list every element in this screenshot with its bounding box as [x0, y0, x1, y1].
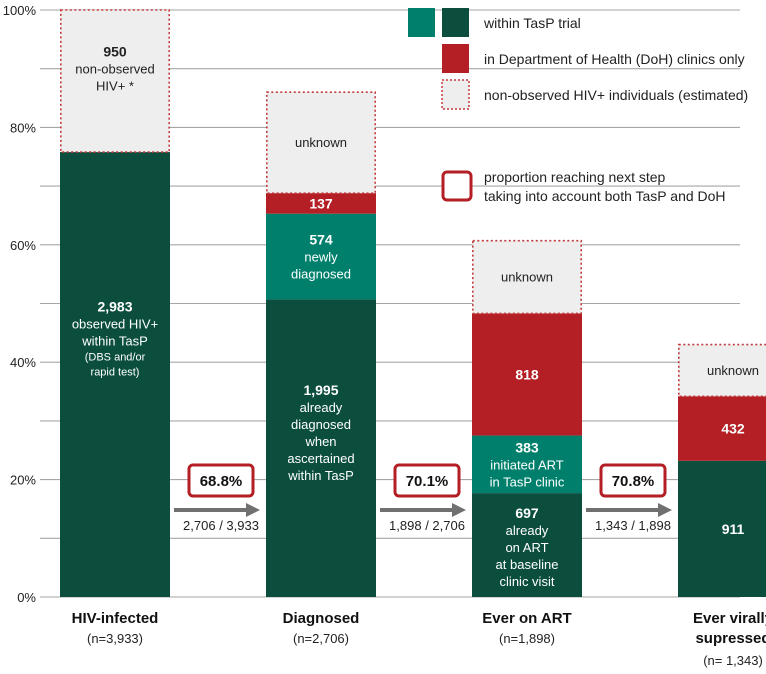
- segment-text-label: at baseline: [496, 557, 559, 572]
- segment-text-label: when: [304, 434, 336, 449]
- bar-segment-red: [472, 313, 582, 436]
- bar-segment-teal: [472, 435, 582, 494]
- bars: 2,983 observed HIV+ within TasP (DBS and/or…: [59, 9, 766, 597]
- segment-text-label: (DBS and/or: [85, 352, 146, 364]
- segment-value-label: 2,983: [97, 299, 132, 315]
- segment-text-label: observed HIV+: [72, 317, 158, 332]
- y-axis-ticks: 0% 20% 40% 60% 80% 100%: [3, 3, 37, 605]
- bar-segment-nonobserved: [59, 9, 171, 153]
- legend-label-doh: in Department of Health (DoH) clinics on…: [484, 51, 745, 67]
- legend-label-nonobserved: non-observed HIV+ individuals (estimated…: [484, 87, 748, 103]
- legend-label-proportion-line2: taking into account both TasP and DoH: [484, 188, 726, 204]
- segment-text-label: diagnosed: [291, 267, 351, 282]
- bar-segment-nonobserved: [471, 239, 582, 315]
- legend-label-tasp: within TasP trial: [483, 15, 581, 31]
- segment-text-label: already: [300, 400, 343, 415]
- category-sublabel: (n=1,898): [499, 631, 555, 646]
- category-sublabel: (n=2,706): [293, 631, 349, 646]
- segment-value-label: 1,995: [303, 382, 338, 398]
- y-tick-label: 40%: [10, 355, 36, 370]
- segment-text-label: unknown: [707, 363, 759, 378]
- bar-segment-teal: [266, 213, 376, 300]
- legend-swatch-proportion: [441, 170, 473, 202]
- transition-arrow-head: [246, 503, 260, 517]
- segment-text-label: already: [506, 523, 549, 538]
- transition-percent-box: [599, 463, 667, 498]
- category-label: Ever virally: [693, 610, 766, 627]
- y-tick-label: 0%: [17, 590, 36, 605]
- bar-segment-nonobserved: [265, 91, 376, 194]
- category-label: Diagnosed: [283, 610, 360, 627]
- segment-value-label: 383: [515, 439, 539, 455]
- y-tick-label: 80%: [10, 120, 36, 135]
- transitions: 68.8% 2,706 / 3,933 70.1% 1,898 / 2,706 70.8…: [174, 463, 672, 533]
- bar-segment-dark_green: [472, 493, 582, 597]
- category-label: HIV-infected: [72, 610, 159, 627]
- transition-percent-box: [393, 463, 461, 498]
- segment-text-label: initiated ART: [490, 457, 564, 472]
- category-sublabel: (n= 1,343): [703, 653, 763, 668]
- transition-fraction: 1,343 / 1,898: [595, 518, 671, 533]
- segment-value-label: 574: [309, 232, 333, 248]
- segment-text-label: clinic visit: [500, 574, 555, 589]
- segment-text-label: unknown: [295, 135, 347, 150]
- bar-segment-dark_green: [60, 152, 170, 597]
- legend-swatch-dark-green: [442, 8, 469, 37]
- transition-fraction: 2,706 / 3,933: [183, 518, 259, 533]
- segment-value-label: 818: [515, 367, 539, 383]
- transition-fraction: 1,898 / 2,706: [389, 518, 465, 533]
- segment-text-label: in TasP clinic: [490, 474, 565, 489]
- segment-text-label: newly: [304, 250, 338, 265]
- segment-text-label: rapid test): [91, 367, 140, 379]
- bar-segment-dark_green: [266, 299, 376, 597]
- transition-percent: 68.8%: [200, 473, 243, 490]
- segment-text-label: within TasP: [81, 334, 148, 349]
- segment-value-label: 911: [722, 521, 745, 537]
- segment-text-label: unknown: [501, 270, 553, 285]
- segment-text-label: non-observed: [75, 62, 155, 77]
- legend: within TasP trial in Department of Healt…: [408, 8, 748, 204]
- transition-percent-box: [187, 463, 255, 498]
- segment-text-label: HIV+ *: [96, 79, 134, 94]
- segment-value-label: 432: [721, 421, 745, 437]
- x-axis-labels: HIV-infected (n=3,933) Diagnosed (n=2,706) E…: [72, 610, 766, 668]
- y-tick-label: 60%: [10, 238, 36, 253]
- transition-percent: 70.8%: [612, 473, 655, 490]
- y-tick-label: 100%: [3, 3, 37, 18]
- segment-text-label: diagnosed: [291, 417, 351, 432]
- bar-segment-red: [266, 193, 376, 214]
- legend-swatch-nonobserved: [441, 79, 470, 110]
- transition-arrow-head: [658, 503, 672, 517]
- category-sublabel: (n=3,933): [87, 631, 143, 646]
- segment-text-label: ascertained: [287, 451, 354, 466]
- legend-label-proportion-line1: proportion reaching next step: [484, 169, 666, 185]
- category-label: Ever on ART: [482, 610, 571, 627]
- segment-value-label: 950: [103, 44, 127, 60]
- legend-swatch-teal: [408, 8, 435, 37]
- category-label-line2: supressed: [695, 630, 766, 647]
- transition-percent: 70.1%: [406, 473, 449, 490]
- segment-text-label: on ART: [505, 540, 548, 555]
- bar-segment-dark_green: [678, 460, 766, 597]
- segment-value-label: 697: [515, 505, 539, 521]
- bar-segment-red: [678, 396, 766, 461]
- transition-arrow-head: [452, 503, 466, 517]
- segment-text-label: within TasP: [287, 468, 354, 483]
- legend-swatch-red: [442, 44, 469, 73]
- bar-segment-nonobserved: [677, 343, 766, 398]
- y-tick-label: 20%: [10, 473, 36, 488]
- segment-value-label: 137: [309, 195, 333, 211]
